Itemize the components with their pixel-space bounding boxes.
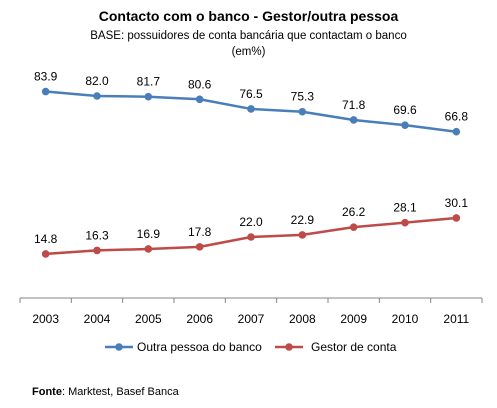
data-point [452,214,461,222]
chart-title: Contacto com o banco - Gestor/outra pess… [98,8,399,24]
subtitle-line-1: BASE: possuidores de conta bancária que … [90,30,407,42]
data-point [41,87,50,96]
data-point [93,92,101,100]
x-tick-label: 2005 [135,312,162,326]
data-point [298,231,307,239]
legend-label-2: Gestor de conta [311,340,397,354]
data-point [144,245,153,253]
legend-marker-1 [115,343,123,351]
data-label: 82.0 [85,74,109,88]
data-label: 16.3 [85,228,109,242]
subtitle-line-2: (em%) [231,46,266,58]
x-tick-label: 2007 [238,312,265,326]
legend-label-1: Outra pessoa do banco [137,340,262,354]
source-label: Fonte [32,386,62,398]
x-tick-label: 2009 [340,312,367,326]
source-text: : Marktest, Basef Banca [61,386,179,398]
data-label: 28.1 [393,201,417,215]
data-label: 75.3 [291,90,315,104]
data-label: 22.0 [239,215,263,229]
x-tick-label: 2004 [84,312,111,326]
data-label: 26.2 [342,205,366,219]
data-point [195,95,204,104]
data-point [41,250,50,258]
data-point [401,121,409,129]
data-point [349,223,358,231]
x-tick-label: 2006 [186,312,213,326]
x-tick-label: 2003 [32,312,59,326]
data-point [298,107,307,116]
data-label: 69.6 [393,103,417,117]
data-label: 14.8 [34,232,58,246]
data-point [93,246,101,255]
data-label: 30.1 [445,196,469,210]
data-point [349,116,358,124]
data-point [247,233,255,241]
x-tick-label: 2010 [392,312,419,326]
source-note: Fonte: Marktest, Basef Banca [32,386,179,398]
data-label: 76.5 [239,87,263,101]
chart-subtitle: BASE: possuidores de conta bancária que … [0,28,497,60]
data-point [195,243,204,251]
data-label: 16.9 [137,227,161,241]
data-point [144,92,153,101]
data-label: 17.8 [188,225,212,239]
data-point [452,127,461,136]
data-label: 80.6 [188,77,212,91]
x-tick-label: 2008 [289,312,316,326]
legend-marker-2 [285,343,293,351]
data-point [401,218,409,227]
data-point [247,105,255,113]
data-label: 71.8 [342,98,366,112]
data-label: 83.9 [34,70,58,84]
data-label: 81.7 [137,75,161,89]
data-label: 66.8 [445,110,469,124]
x-tick-label: 2011 [443,312,469,326]
data-label: 22.9 [291,213,315,227]
